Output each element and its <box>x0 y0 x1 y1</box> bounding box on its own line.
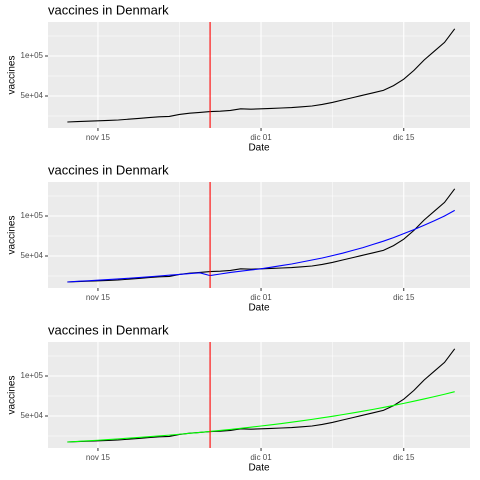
y-tick-label: 1e+05 <box>21 51 44 60</box>
y-tick-label: 5e+04 <box>21 251 44 260</box>
series-line <box>67 28 456 123</box>
x-axis-title: Date <box>248 303 270 314</box>
series-line <box>67 348 456 443</box>
x-tick-label: dic 01 <box>250 293 272 302</box>
y-tick-label: 5e+04 <box>21 91 44 100</box>
y-axis-title: vaccines <box>7 216 18 255</box>
x-tick-label: dic 15 <box>393 293 415 302</box>
plot-background <box>48 22 470 128</box>
y-tick-label: 1e+05 <box>21 211 44 220</box>
x-tick-label: nov 15 <box>86 293 111 302</box>
plot-background <box>48 182 470 288</box>
y-axis-title: vaccines <box>7 376 18 415</box>
plot-background <box>48 342 470 448</box>
chart-title: vaccines in Denmark <box>48 162 169 177</box>
series-line <box>67 209 455 283</box>
x-tick-label: nov 15 <box>86 133 111 142</box>
x-tick-label: dic 01 <box>250 453 272 462</box>
x-tick-label: dic 15 <box>393 453 415 462</box>
chart-title: vaccines in Denmark <box>48 322 169 337</box>
x-tick-label: nov 15 <box>86 453 111 462</box>
y-tick-label: 1e+05 <box>21 371 44 380</box>
series-line <box>67 391 455 443</box>
y-tick-label: 5e+04 <box>21 411 44 420</box>
x-axis-title: Date <box>248 143 270 154</box>
x-tick-label: dic 01 <box>250 133 272 142</box>
y-axis-title: vaccines <box>7 56 18 95</box>
chart-title: vaccines in Denmark <box>48 2 169 17</box>
x-tick-label: dic 15 <box>393 133 415 142</box>
x-axis-title: Date <box>248 463 270 474</box>
